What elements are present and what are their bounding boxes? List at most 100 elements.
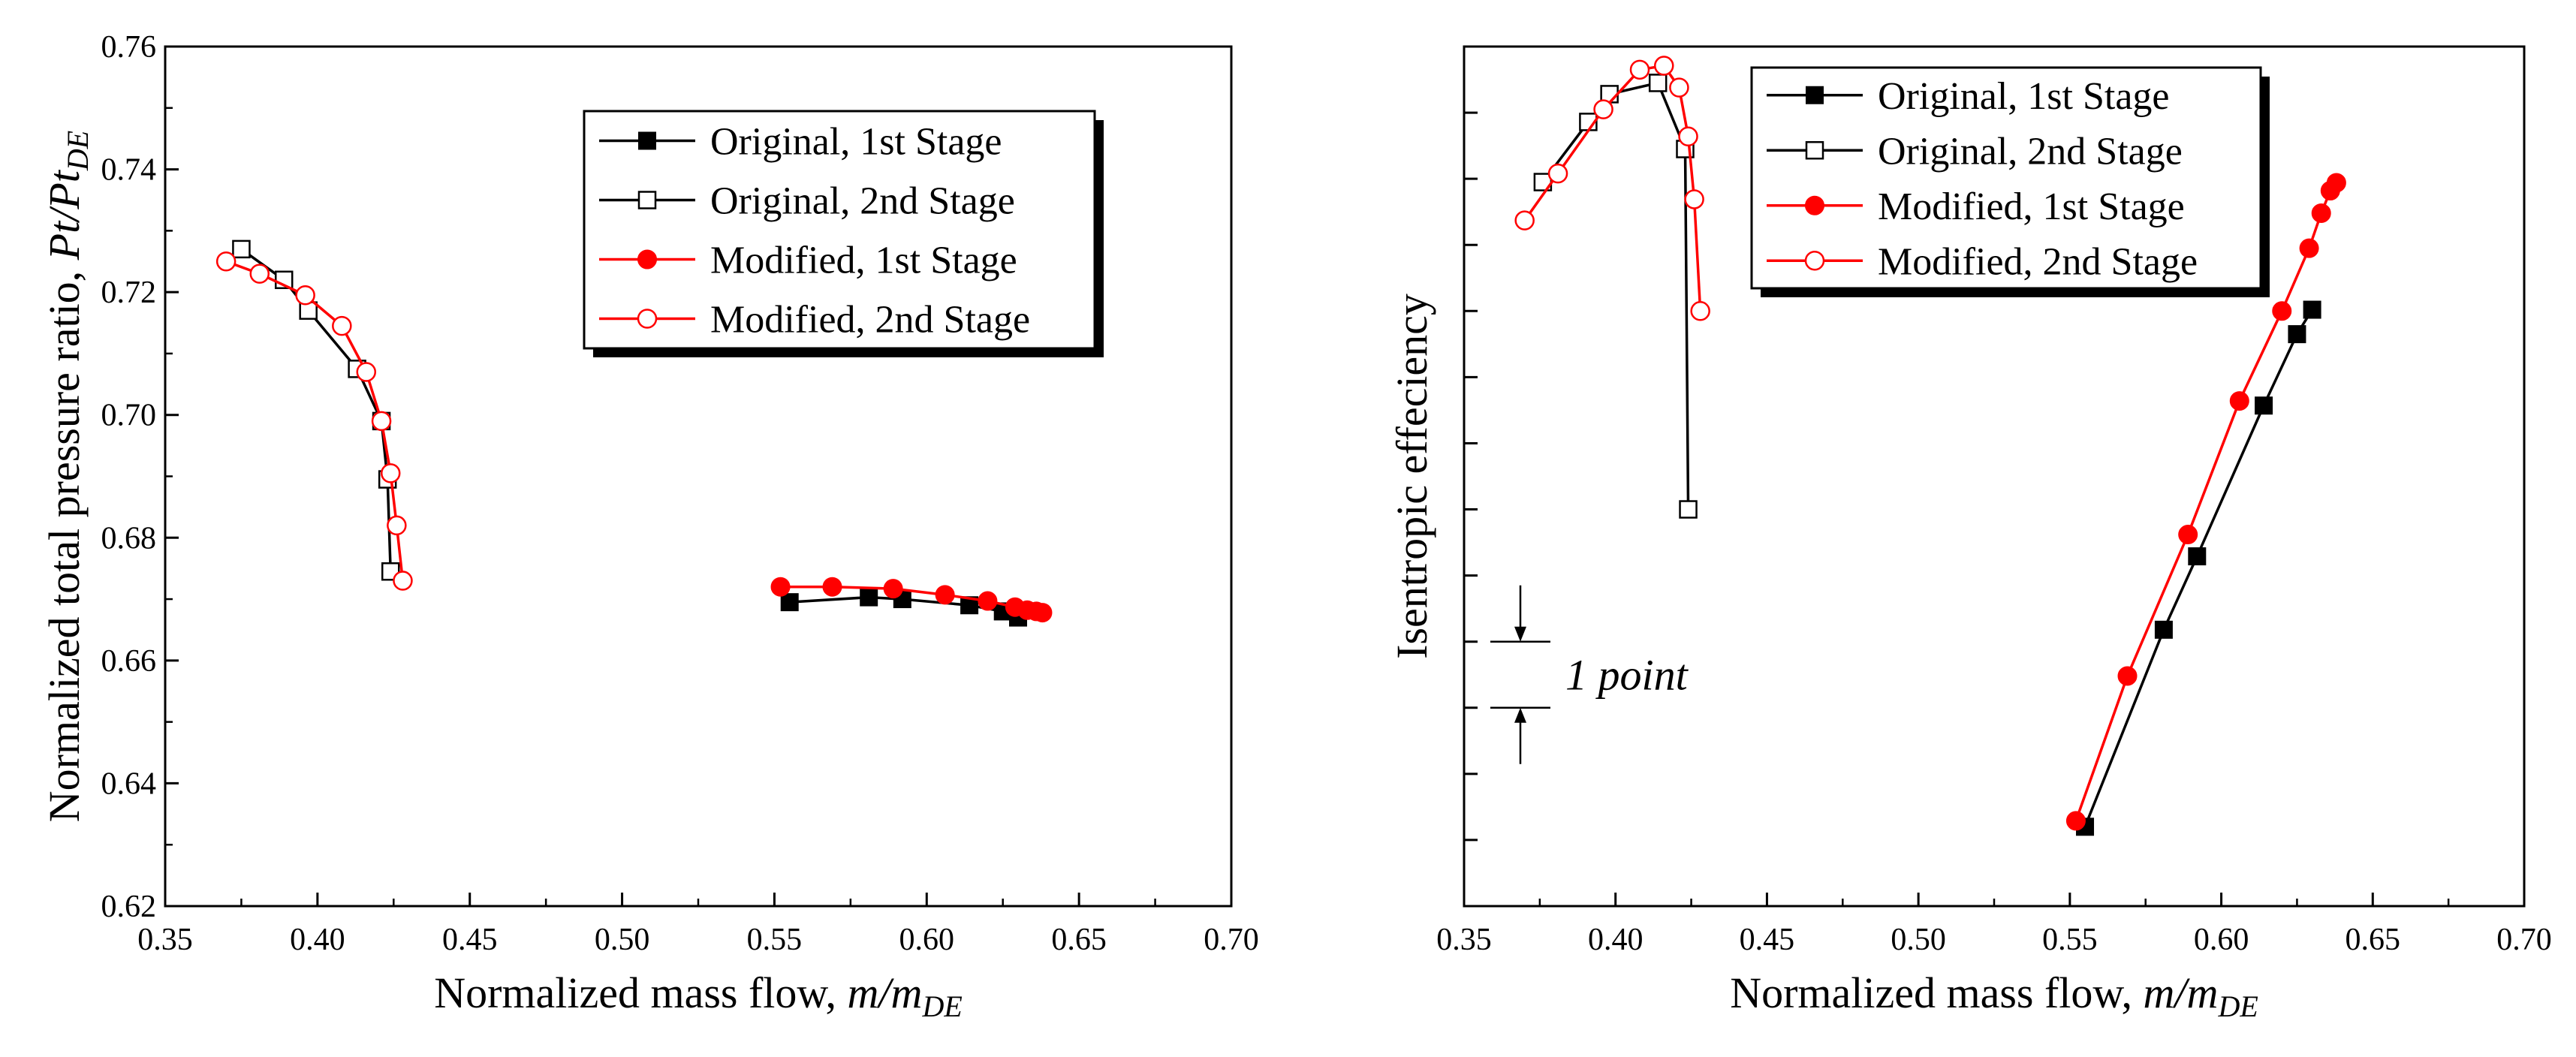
data-point	[1514, 210, 1535, 230]
data-point	[2255, 396, 2273, 415]
series-2	[1533, 74, 1698, 519]
x-axis-label: Normalized mass flow, m/mDE	[434, 968, 963, 1023]
x-tick-label: 0.35	[137, 923, 193, 957]
legend-marker	[637, 309, 658, 329]
x-tick-label: 0.40	[290, 923, 345, 957]
data-point	[770, 577, 791, 597]
data-point	[215, 251, 237, 272]
legend-box	[1750, 66, 2262, 290]
legend-marker	[637, 249, 657, 270]
data-point	[935, 585, 955, 605]
y-tick-label: 0.74	[101, 153, 157, 188]
x-tick-label: 0.50	[1891, 923, 1946, 957]
annotation-arrow-top-head	[1514, 626, 1526, 642]
x-tick-label: 0.55	[747, 923, 803, 957]
series-4	[1514, 56, 1710, 321]
data-point	[2288, 325, 2306, 344]
data-point	[1629, 59, 1650, 80]
data-point	[1684, 189, 1704, 209]
data-point	[1690, 301, 1710, 321]
data-point	[2299, 238, 2319, 258]
data-point	[356, 362, 377, 382]
series-2	[232, 239, 400, 581]
legend-label: Original, 2nd Stage	[1878, 130, 2183, 173]
legend-label: Original, 2nd Stage	[710, 180, 1015, 223]
legend-marker	[1806, 86, 1824, 104]
y-tick-label: 0.64	[101, 766, 157, 801]
legend-marker	[638, 131, 656, 150]
data-point	[2188, 547, 2207, 566]
data-point	[2154, 620, 2173, 639]
y-axis-label-sub: DE	[61, 131, 95, 171]
legend-marker	[1805, 195, 1824, 215]
y-tick-label: 0.70	[101, 399, 157, 433]
legend: Original, 1st Stage Original, 2nd Stage Mo…	[583, 110, 1104, 357]
x-axis-label-sub: DE	[921, 989, 962, 1023]
y-tick-label: 0.72	[101, 276, 157, 310]
data-point	[822, 577, 842, 597]
y-tick-label: 0.76	[101, 30, 157, 65]
data-point	[2117, 666, 2138, 686]
legend-box	[583, 110, 1096, 350]
data-point	[1648, 74, 1668, 92]
x-tick-label: 0.35	[1436, 923, 1492, 957]
data-point	[1593, 99, 1613, 119]
data-point	[978, 591, 998, 611]
data-point	[2311, 203, 2331, 223]
legend-label: Modified, 1st Stage	[1878, 185, 2185, 228]
x-tick-label: 0.60	[899, 923, 955, 957]
series-line	[240, 248, 392, 572]
series-1	[2076, 300, 2321, 836]
data-point	[2303, 300, 2321, 319]
data-point	[883, 579, 903, 599]
annotation-label: 1 point	[1565, 651, 1689, 700]
y-axis-label-var: Pt/Pt	[40, 169, 89, 260]
y-axis-label-text: Isentropic effeciency	[1387, 294, 1436, 659]
x-tick-label: 0.55	[2042, 923, 2098, 957]
legend-label: Modified, 2nd Stage	[1878, 240, 2198, 283]
x-tick-label: 0.50	[595, 923, 650, 957]
data-point	[2178, 525, 2198, 545]
legend-marker	[637, 191, 657, 209]
series-4	[215, 251, 413, 591]
data-point	[2326, 173, 2346, 193]
data-point	[232, 239, 251, 259]
x-tick-label: 0.60	[2194, 923, 2249, 957]
data-point	[780, 593, 799, 612]
data-point	[960, 596, 979, 615]
legend: Original, 1st Stage Original, 2nd Stage Mo…	[1750, 66, 2270, 297]
series-line	[2083, 309, 2314, 827]
legend-label: Modified, 1st Stage	[710, 239, 1017, 282]
chart-panel-2: 0.35 0.40 0.45 0.50 0.55 0.60 0.65 0.70 Normaliz…	[1387, 45, 2552, 1023]
chart-panel-1: 0.35 0.40 0.45 0.50 0.55 0.60 0.65 0.70 0.62 0.64…	[40, 30, 1259, 1023]
data-point	[1669, 77, 1689, 98]
x-tick-label: 0.70	[1204, 923, 1259, 957]
x-tick-label: 0.45	[1740, 923, 1795, 957]
series-line	[1541, 81, 1690, 510]
data-point	[1654, 56, 1674, 76]
legend-label: Original, 1st Stage	[710, 121, 1002, 164]
x-tick-label: 0.65	[1051, 923, 1107, 957]
one-point-annotation: 1 point	[1490, 585, 1689, 764]
x-tick-label: 0.70	[2496, 923, 2552, 957]
y-axis-label-text: Normalized total pressure ratio,	[40, 260, 89, 822]
data-point	[1678, 126, 1698, 147]
x-axis-label: Normalized mass flow, m/mDE	[1730, 968, 2258, 1023]
legend-label: Modified, 2nd Stage	[710, 299, 1030, 342]
data-point	[1547, 163, 1568, 184]
series-3	[2065, 173, 2346, 831]
x-tick-label: 0.40	[1588, 923, 1644, 957]
x-tick-label: 0.45	[442, 923, 498, 957]
y-tick-label: 0.68	[101, 521, 157, 556]
data-point	[387, 515, 407, 536]
data-point	[1032, 603, 1053, 623]
x-tick-label: 0.65	[2346, 923, 2401, 957]
data-point	[299, 301, 318, 320]
data-point	[2229, 391, 2249, 411]
data-point	[380, 463, 401, 483]
x-axis-label-text: Normalized mass flow,	[1730, 968, 2143, 1017]
x-axis-label-var: m/m	[2144, 968, 2219, 1017]
data-point	[393, 571, 413, 591]
annotation-arrow-bottom-head	[1514, 707, 1526, 723]
